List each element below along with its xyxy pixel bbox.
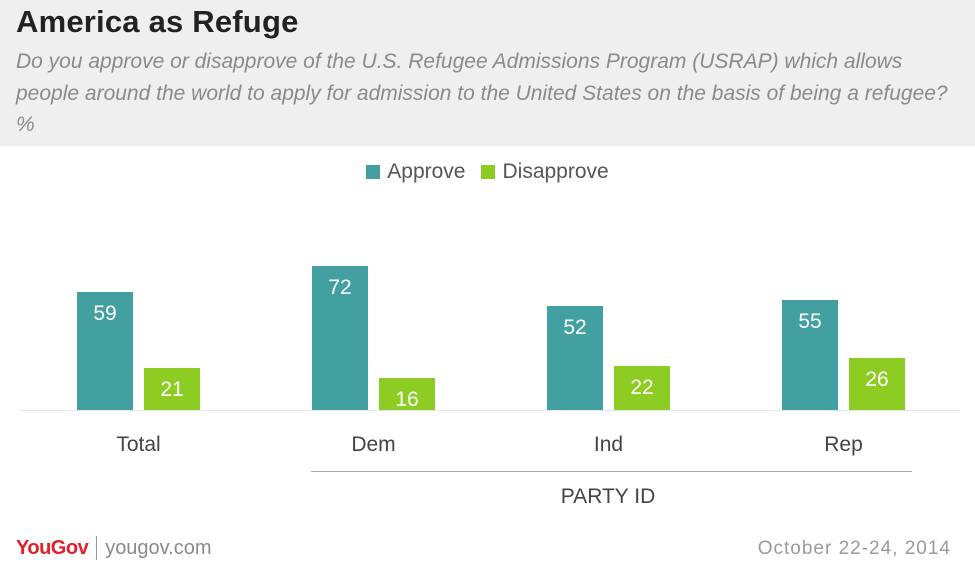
yougov-logo: YouGov <box>16 536 89 559</box>
x-tick-label-ind: Ind <box>594 433 623 456</box>
x-tick-label-rep: Rep <box>824 433 863 456</box>
bar-disapprove-rep <box>849 358 905 410</box>
bar-approve-total <box>77 292 133 410</box>
data-label-disapprove-ind: 22 <box>630 376 653 399</box>
data-label-disapprove-rep: 26 <box>865 368 888 391</box>
group-label: PARTY ID <box>561 485 656 508</box>
data-label-approve-dem: 72 <box>328 276 351 299</box>
legend-swatch-approve <box>366 165 381 179</box>
bar-disapprove-total <box>144 368 200 410</box>
x-tick-label-dem: Dem <box>351 433 395 456</box>
bar-disapprove-ind <box>614 366 670 410</box>
bar-approve-ind <box>547 306 603 410</box>
data-label-approve-ind: 52 <box>563 316 586 339</box>
legend-swatch-disapprove <box>481 165 496 179</box>
bar-disapprove-dem <box>379 378 435 410</box>
legend-label-approve: Approve <box>387 160 466 183</box>
data-label-disapprove-dem: 16 <box>395 388 418 411</box>
legend-item-approve: Approve <box>366 160 465 184</box>
header-banner <box>0 0 975 146</box>
x-tick-label-total: Total <box>116 433 160 456</box>
chart-subtitle: Do you approve or disapprove of the U.S.… <box>16 50 948 136</box>
brand-divider <box>96 536 98 560</box>
bar-approve-dem <box>312 266 368 410</box>
bar-approve-rep <box>782 300 838 410</box>
brand: YouGov yougov.com <box>16 536 212 560</box>
data-label-approve-rep: 55 <box>798 310 821 333</box>
legend: Approve Disapprove <box>0 160 975 184</box>
legend-item-disapprove: Disapprove <box>481 160 609 184</box>
data-label-approve-total: 59 <box>93 302 116 325</box>
chart-title: America as Refuge <box>16 4 299 39</box>
survey-date: October 22-24, 2014 <box>757 538 951 559</box>
data-label-disapprove-total: 21 <box>160 378 183 401</box>
brand-url: yougov.com <box>105 536 212 559</box>
legend-label-disapprove: Disapprove <box>502 160 609 183</box>
